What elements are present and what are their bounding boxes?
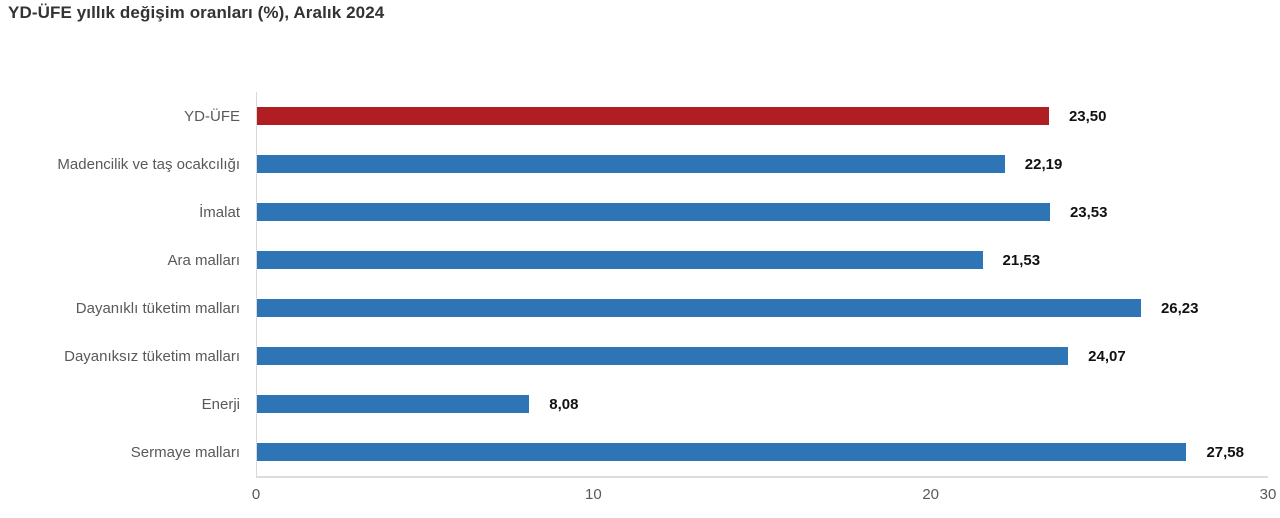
category-label: Ara malları [167, 251, 240, 269]
bar [257, 347, 1069, 365]
bar [257, 443, 1187, 461]
value-label: 8,08 [549, 395, 579, 413]
category-label: YD-ÜFE [184, 107, 240, 125]
bar-row: 27,58 [257, 428, 1268, 476]
bar-row: 23,53 [257, 188, 1268, 236]
plot-area: 23,50 22,19 23,53 21,53 26,23 24,07 8,08 27,58 [256, 92, 1268, 478]
category-label: Sermaye malları [130, 443, 240, 461]
value-label: 21,53 [1002, 251, 1041, 269]
value-label: 24,07 [1088, 347, 1126, 365]
x-axis-spacer [0, 476, 256, 516]
bar [257, 299, 1141, 317]
category-label: Enerji [201, 395, 240, 413]
x-axis-tick: 30 [1259, 486, 1277, 503]
bar-row: 23,50 [257, 92, 1268, 140]
bar [257, 395, 530, 413]
chart-title: YD-ÜFE yıllık değişim oranları (%), Aral… [8, 3, 385, 22]
x-axis-tick: 10 [584, 486, 602, 503]
bar-chart: YD-ÜFE Madencilik ve taş ocakcılığı İmalat… [0, 92, 1280, 478]
bar-row: 24,07 [257, 332, 1268, 380]
bar [257, 251, 983, 269]
x-axis-tick: 20 [922, 486, 939, 503]
category-label: Dayanıksız tüketim malları [64, 347, 240, 365]
x-axis-tick: 0 [251, 486, 261, 503]
bar-row: 8,08 [257, 380, 1268, 428]
bar [257, 107, 1049, 125]
x-axis-ticks: 0 10 20 30 [252, 476, 1277, 516]
bar [257, 203, 1050, 221]
bar-row: 21,53 [257, 236, 1268, 284]
value-label: 23,50 [1068, 107, 1107, 125]
value-label: 22,19 [1024, 155, 1063, 173]
category-labels: YD-ÜFE Madencilik ve taş ocakcılığı İmalat… [0, 92, 256, 478]
bar-row: 22,19 [257, 140, 1268, 188]
bar [257, 155, 1005, 173]
bar-row: 26,23 [257, 284, 1268, 332]
x-axis: 0 10 20 30 [0, 476, 1280, 516]
value-label: 27,58 [1206, 443, 1244, 461]
category-label: Madencilik ve taş ocakcılığı [57, 155, 240, 173]
value-label: 26,23 [1160, 299, 1199, 317]
category-label: Dayanıklı tüketim malları [75, 299, 240, 317]
value-label: 23,53 [1069, 203, 1108, 221]
category-label: İmalat [199, 203, 240, 221]
